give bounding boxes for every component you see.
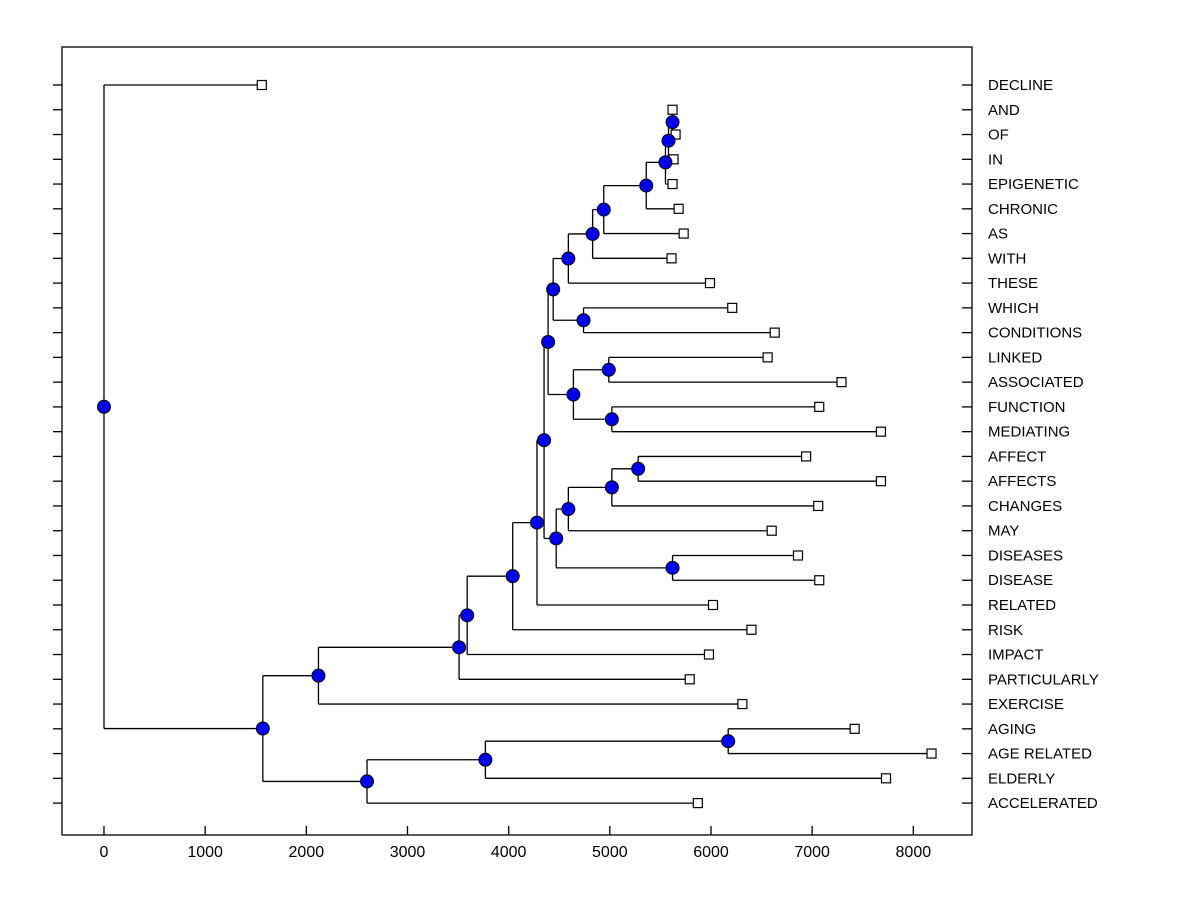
leaf-label: LINKED [988,349,1042,366]
leaf-label: RISK [988,622,1023,639]
plot-border [61,46,973,836]
leaf-marker [673,203,684,214]
leaf-marker [814,401,825,413]
leaf-label: AND [988,102,1020,119]
leaf-marker [256,79,267,91]
internal-node-marker [658,155,673,170]
leaf-label: ACCELERATED [988,795,1098,812]
x-tick-label: 8000 [896,844,932,861]
leaf-label: PARTICULARLY [988,671,1099,688]
x-tick-label: 1000 [187,844,223,861]
internal-node-marker [478,752,493,767]
leaf-label: OF [988,127,1009,144]
leaf-label: ASSOCIATED [988,374,1084,391]
x-tick-label: 4000 [491,844,527,861]
leaf-marker [769,327,780,338]
internal-node-marker [596,202,611,217]
internal-node-marker [604,480,619,495]
leaf-marker [814,575,825,586]
leaf-label: DECLINE [988,77,1053,94]
leaf-marker [737,698,748,710]
internal-node-marker [505,569,520,584]
leaf-marker [766,525,777,536]
internal-node-marker [549,531,564,546]
internal-node-marker [665,115,680,130]
x-tick-label: 3000 [390,844,426,861]
leaf-label: DISEASE [988,572,1053,589]
leaf-label: AS [988,226,1008,243]
internal-node-marker [639,178,654,193]
x-tick-label: 0 [100,844,109,861]
internal-node-marker [661,133,676,148]
x-tick-label: 6000 [693,844,729,861]
internal-node-marker [721,734,736,749]
internal-node-marker [601,362,616,377]
x-tick-label: 5000 [592,844,628,861]
leaf-label: EPIGENETIC [988,176,1079,193]
internal-node-marker [585,226,600,241]
internal-node-marker [566,387,581,402]
leaf-label: AGING [988,721,1036,738]
leaf-marker [813,500,824,512]
x-tick-label: 7000 [794,844,830,861]
leaf-marker [666,253,677,264]
internal-node-marker [311,668,326,683]
leaf-marker [684,674,695,685]
internal-node-marker [255,721,270,736]
leaf-marker [792,550,804,561]
internal-node-marker [561,502,576,517]
internal-node-marker [541,334,556,349]
leaf-label: IN [988,151,1003,168]
leaf-label: THESE [988,275,1038,292]
leaf-label: ELDERLY [988,770,1055,787]
leaf-marker [746,624,757,635]
internal-node-marker [604,412,619,427]
leaf-marker [692,797,703,809]
leaf-marker [762,352,773,363]
leaf-label: EXERCISE [988,696,1064,713]
internal-node-marker [360,774,375,789]
leaf-marker [875,476,887,487]
internal-node-marker [537,433,552,448]
internal-node-marker [665,560,680,575]
leaf-marker [880,773,892,784]
leaf-marker [926,748,937,759]
leaf-label: WITH [988,250,1026,267]
internal-node-marker [561,251,576,266]
leaf-label: WHICH [988,300,1039,317]
leaf-marker [849,723,860,734]
leaf-marker [707,599,719,611]
leaf-label: MAY [988,523,1019,540]
leaf-marker [727,302,738,313]
internal-node-marker [631,461,646,476]
leaf-label: IMPACT [988,647,1044,664]
leaf-label: CHANGES [988,498,1062,515]
leaf-marker [875,426,887,437]
internal-node-marker [96,399,111,414]
leaf-label: AFFECT [988,448,1046,465]
leaf-label: AFFECTS [988,473,1056,490]
leaf-label: RELATED [988,597,1056,614]
leaf-marker [800,451,812,462]
internal-node-marker [529,515,544,530]
leaf-label: CHRONIC [988,201,1058,218]
leaf-label: DISEASES [988,547,1063,564]
leaf-marker [704,277,716,289]
internal-node-marker [576,313,591,328]
leaf-label: CONDITIONS [988,325,1082,342]
leaf-label: MEDIATING [988,424,1070,441]
x-tick-label: 2000 [289,844,325,861]
internal-node-marker [460,608,475,623]
leaf-marker [836,377,847,388]
leaf-label: FUNCTION [988,399,1066,416]
leaf-label: AGE RELATED [988,746,1092,763]
leaf-marker [667,104,678,115]
leaf-marker [678,228,689,239]
leaf-marker [667,178,678,190]
leaf-marker [703,649,715,660]
internal-node-marker [452,640,467,655]
internal-node-marker [546,282,561,297]
